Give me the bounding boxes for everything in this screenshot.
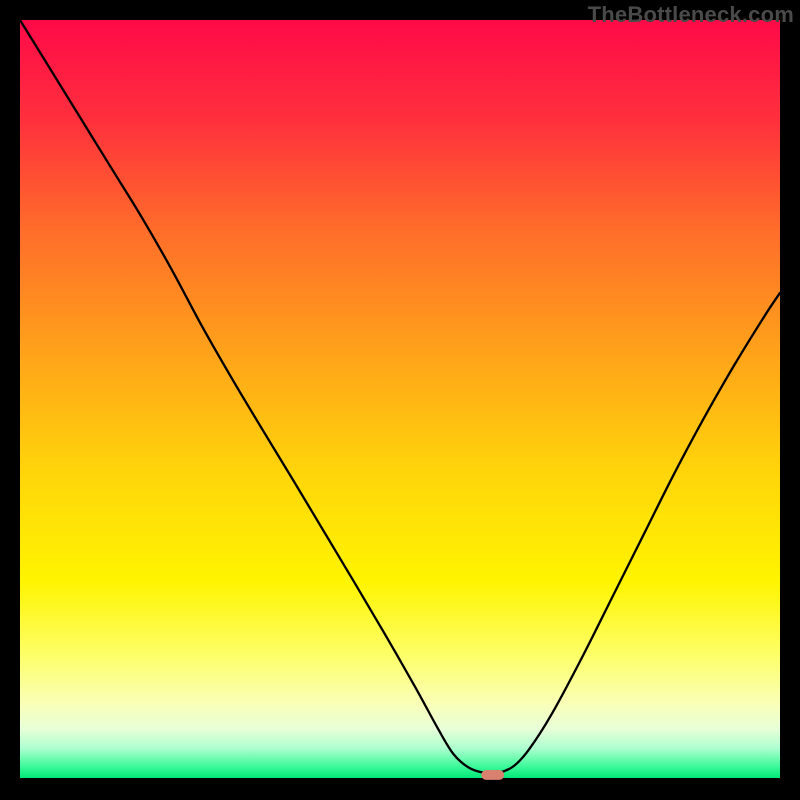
plot-background bbox=[20, 20, 780, 778]
chart-container: TheBottleneck.com bbox=[0, 0, 800, 800]
optimal-marker bbox=[481, 770, 504, 780]
bottleneck-chart bbox=[0, 0, 800, 800]
watermark-text: TheBottleneck.com bbox=[588, 2, 794, 28]
